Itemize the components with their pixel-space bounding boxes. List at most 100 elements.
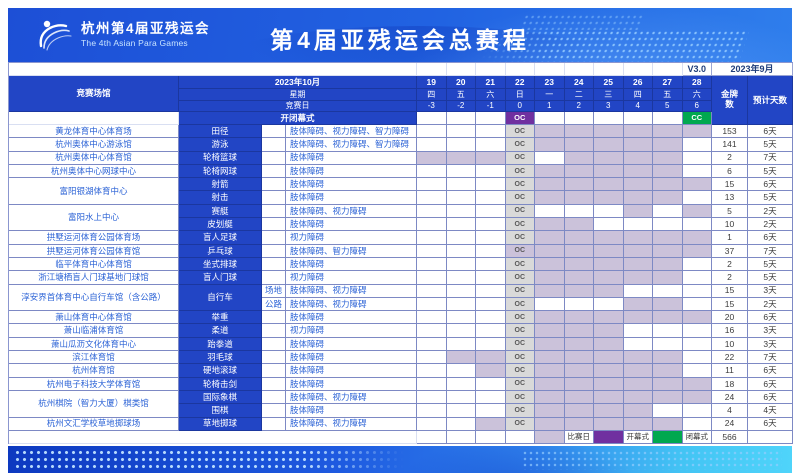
- classification-cell: 视力障碍: [286, 271, 417, 285]
- classification-cell: 肢体障碍、视力障碍: [286, 284, 417, 298]
- day-cell: [476, 191, 506, 205]
- estimated-days-cell: 6天: [748, 377, 793, 391]
- gold-count-cell: 37: [712, 244, 748, 258]
- date-header: 26: [623, 76, 653, 89]
- spacer-cell: [594, 63, 624, 76]
- day-cell: [417, 404, 447, 418]
- sport-cell: 乒乓球: [179, 244, 262, 258]
- banner-halftone-decoration: [522, 450, 782, 470]
- day-cell: [594, 204, 624, 219]
- day-cell: [594, 164, 624, 179]
- schedule-table: V3.0 2023年9月 竞赛场馆 2023年10月 19 20 21 22 23 24 25 26 2…: [8, 62, 793, 444]
- day-cell: [653, 178, 683, 192]
- bottom-banner: [8, 446, 792, 473]
- day-cell: [653, 125, 683, 139]
- games-logo-subtitle: The 4th Asian Para Games: [81, 38, 188, 49]
- day-cell: [476, 218, 506, 232]
- oc-day-cell: OC: [505, 311, 535, 325]
- total-gold-cell: 566: [712, 430, 748, 444]
- weekday-header: 日: [505, 89, 535, 101]
- weekday-header: 六: [476, 89, 506, 101]
- day-cell: [564, 364, 594, 378]
- venue-cell: 富阳水上中心: [9, 204, 179, 232]
- day-cell: [594, 284, 624, 298]
- sport-cell: 国际象棋: [179, 390, 262, 405]
- day-cell: [417, 311, 447, 325]
- estimated-days-header: 预计天数: [748, 76, 793, 125]
- day-cell: [446, 297, 476, 312]
- sport-cell: 羽毛球: [179, 351, 262, 365]
- day-cell: [564, 218, 594, 232]
- day-cell: [476, 151, 506, 165]
- estimated-days-cell: 4天: [748, 404, 793, 418]
- day-cell: [417, 191, 447, 205]
- day-cell: [535, 297, 565, 312]
- date-header: 20: [446, 76, 476, 89]
- gold-count-cell: 15: [712, 297, 748, 312]
- subtype-cell: [262, 218, 286, 232]
- day-cell: [417, 231, 447, 245]
- compday-header: -3: [417, 101, 447, 112]
- venues-header: 竞赛场馆: [9, 76, 179, 112]
- day-cell: [417, 297, 447, 312]
- classification-cell: 视力障碍: [286, 324, 417, 338]
- estimated-days-cell: 2天: [748, 297, 793, 312]
- day-cell: [446, 404, 476, 418]
- ceremony-day-cell: [535, 112, 565, 125]
- day-cell: [564, 377, 594, 391]
- subtype-cell: [262, 191, 286, 205]
- day-cell: [653, 417, 683, 431]
- day-cell: [564, 337, 594, 352]
- subtype-cell: [262, 125, 286, 139]
- estimated-days-cell: 5天: [748, 191, 793, 205]
- estimated-days-cell: 3天: [748, 337, 793, 352]
- estimated-days-cell: 7天: [748, 351, 793, 365]
- day-cell: [623, 417, 653, 431]
- classification-cell: 肢体障碍、视力障碍: [286, 297, 417, 312]
- venue-cell: 浙江塘栖盲人门球基地门球馆: [9, 271, 179, 285]
- day-cell: [564, 125, 594, 139]
- day-cell: [594, 231, 624, 245]
- day-cell: [446, 151, 476, 165]
- day-cell: [476, 231, 506, 245]
- classification-cell: 视力障碍: [286, 231, 417, 245]
- day-cell: [682, 351, 712, 365]
- legend-swatch-competition: [535, 430, 565, 444]
- day-cell: [446, 271, 476, 285]
- day-cell: [653, 257, 683, 272]
- day-cell: [535, 164, 565, 179]
- sport-cell: 草地掷球: [179, 417, 262, 431]
- venue-cell: 杭州棋院（智力大厦）棋类馆: [9, 390, 179, 418]
- estimated-days-cell: 7天: [748, 151, 793, 165]
- venue-cell: 富阳银湖体育中心: [9, 178, 179, 205]
- subtype-cell: [262, 351, 286, 365]
- gold-count-cell: 6: [712, 164, 748, 179]
- day-cell: [446, 390, 476, 405]
- day-cell: [535, 218, 565, 232]
- gold-count-cell: 2: [712, 151, 748, 165]
- classification-cell: 肢体障碍: [286, 351, 417, 365]
- legend-label-closing: 闭幕式: [682, 430, 712, 444]
- day-cell: [564, 244, 594, 258]
- day-cell: [682, 271, 712, 285]
- oc-day-cell: OC: [505, 337, 535, 352]
- sport-cell: 皮划艇: [179, 218, 262, 232]
- gold-count-cell: 1: [712, 231, 748, 245]
- day-cell: [682, 377, 712, 391]
- compday-header: 2: [564, 101, 594, 112]
- day-cell: [535, 417, 565, 431]
- day-cell: [417, 178, 447, 192]
- day-cell: [535, 191, 565, 205]
- date-header: 24: [564, 76, 594, 89]
- spacer-cell: [9, 63, 417, 76]
- day-cell: [682, 178, 712, 192]
- legend-swatch-closing: [653, 430, 683, 444]
- subtype-cell: [262, 404, 286, 418]
- venue-cell: 杭州奥体中心网球中心: [9, 164, 179, 179]
- subtype-cell: [262, 377, 286, 391]
- classification-cell: 肢体障碍: [286, 164, 417, 179]
- sport-cell: 盲人足球: [179, 231, 262, 245]
- estimated-days-cell: 3天: [748, 324, 793, 338]
- day-cell: [535, 204, 565, 219]
- day-cell: [476, 204, 506, 219]
